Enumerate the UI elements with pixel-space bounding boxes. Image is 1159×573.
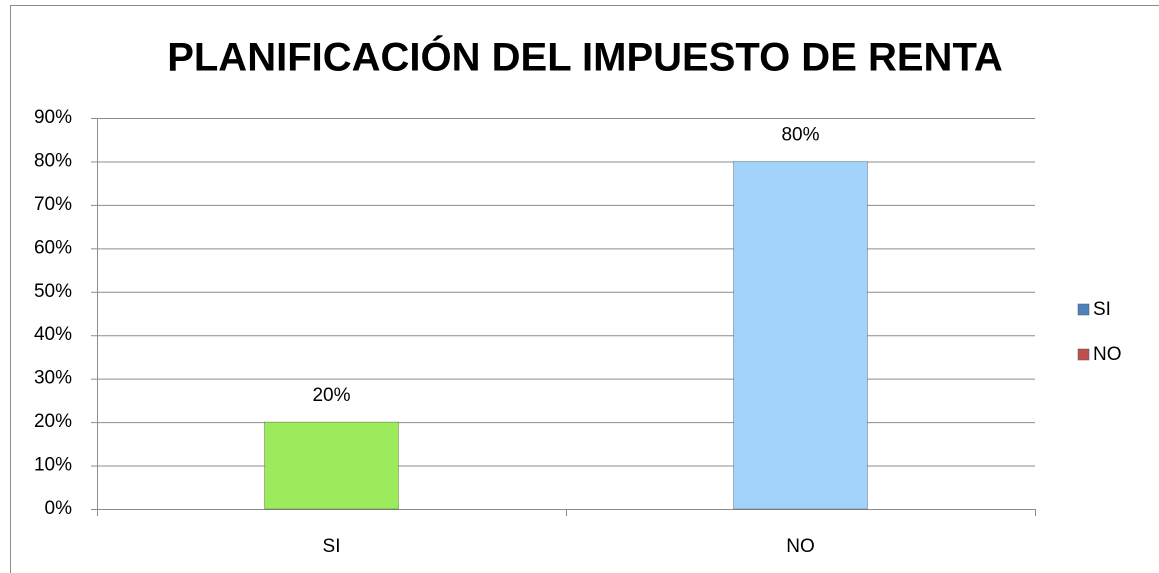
value-label: 80% <box>781 124 819 145</box>
bar <box>264 421 399 510</box>
legend-label: SI <box>1093 299 1111 320</box>
y-tick-label: 10% <box>34 455 72 476</box>
y-tick-label: 30% <box>34 368 72 389</box>
chart-frame <box>10 5 1159 573</box>
y-tick-label: 40% <box>34 324 72 345</box>
y-tick-label: 50% <box>34 281 72 302</box>
y-tick-label: 90% <box>34 107 72 128</box>
legend-label: NO <box>1093 344 1122 365</box>
bar <box>733 160 868 510</box>
x-tick-label: NO <box>786 536 815 557</box>
value-label: 20% <box>312 385 350 406</box>
x-tick-label: SI <box>323 536 341 557</box>
y-tick-label: 70% <box>34 194 72 215</box>
y-tick-label: 80% <box>34 150 72 171</box>
y-tick-label: 20% <box>34 411 72 432</box>
y-tick-label: 0% <box>45 498 73 519</box>
y-tick-label: 60% <box>34 237 72 258</box>
legend-swatch <box>1077 303 1090 316</box>
chart-title: PLANIFICACIÓN DEL IMPUESTO DE RENTA <box>167 34 1003 80</box>
legend-swatch <box>1077 348 1090 361</box>
